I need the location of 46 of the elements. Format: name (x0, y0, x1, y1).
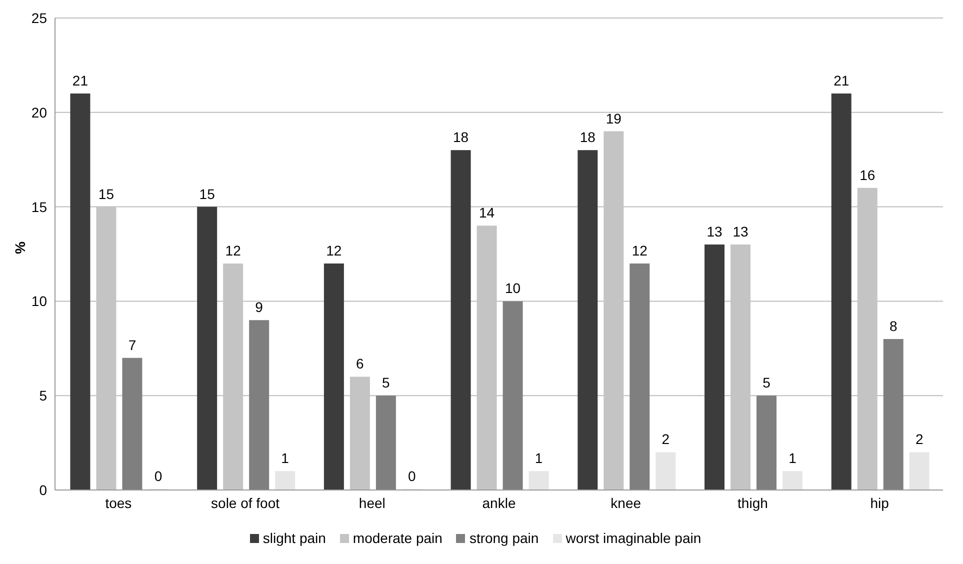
data-label: 21 (72, 72, 88, 89)
data-label: 0 (154, 468, 162, 484)
x-tick-label: thigh (738, 494, 768, 511)
x-tick-label: heel (358, 494, 386, 511)
data-label: 12 (632, 242, 648, 258)
data-label: 1 (788, 450, 797, 466)
y-tick-label: 25 (31, 10, 48, 26)
legend-label: strong pain (469, 530, 539, 546)
y-tick-label: 5 (39, 388, 48, 404)
legend-label: moderate pain (352, 530, 442, 546)
data-label: 6 (356, 356, 364, 372)
data-label: 14 (479, 204, 495, 221)
data-label: 5 (382, 374, 390, 391)
data-label: 12 (225, 242, 242, 258)
data-label: 18 (453, 129, 469, 146)
data-label: 16 (860, 166, 876, 183)
y-tick-label: 0 (39, 482, 48, 498)
data-label: 1 (281, 450, 290, 466)
y-tick-label: 10 (31, 293, 48, 310)
data-label: 13 (706, 224, 723, 240)
data-label: 1 (534, 450, 543, 466)
data-label: 13 (732, 224, 749, 240)
y-tick-label: 20 (31, 104, 48, 120)
data-label: 0 (408, 468, 416, 484)
data-label: 12 (326, 242, 342, 258)
data-label: 15 (98, 186, 114, 202)
data-label: 2 (915, 431, 924, 448)
data-label: 15 (199, 186, 216, 202)
data-label: 7 (128, 336, 136, 353)
data-label: 5 (762, 374, 771, 391)
legend-label: slight pain (262, 530, 326, 546)
y-axis-title: % (12, 241, 28, 254)
x-tick-label: toes (105, 494, 132, 511)
data-label: 2 (662, 431, 670, 448)
data-label: 18 (580, 129, 596, 146)
y-tick-label: 15 (31, 198, 48, 215)
data-label: 19 (606, 110, 622, 126)
x-tick-label: ankle (482, 494, 516, 511)
x-tick-label: hip (870, 494, 890, 511)
x-tick-label: sole of foot (211, 494, 280, 511)
data-label: 21 (834, 72, 850, 89)
data-label: 8 (889, 318, 898, 334)
data-label: 10 (505, 280, 521, 296)
data-label: 9 (255, 299, 264, 316)
legend-label: worst imaginable pain (566, 530, 702, 546)
x-tick-label: knee (610, 494, 642, 511)
